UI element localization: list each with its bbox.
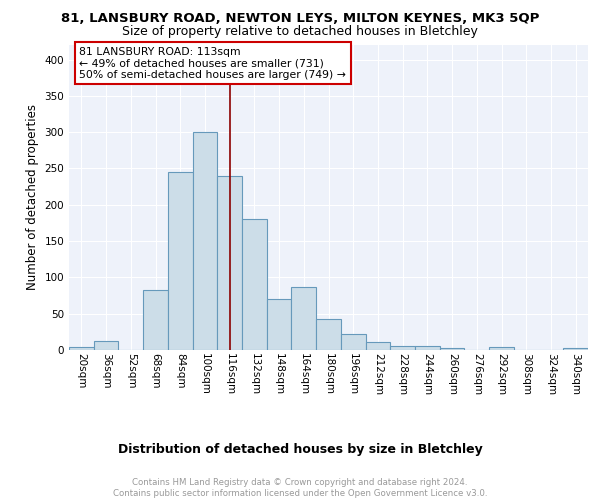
- Bar: [217, 176, 242, 350]
- Y-axis label: Number of detached properties: Number of detached properties: [26, 104, 39, 290]
- Bar: [563, 348, 588, 350]
- Text: 81 LANSBURY ROAD: 113sqm
← 49% of detached houses are smaller (731)
50% of semi-: 81 LANSBURY ROAD: 113sqm ← 49% of detach…: [79, 46, 346, 80]
- Bar: [94, 340, 118, 350]
- Bar: [267, 299, 292, 350]
- Text: Contains HM Land Registry data © Crown copyright and database right 2024.
Contai: Contains HM Land Registry data © Crown c…: [113, 478, 487, 498]
- Bar: [316, 319, 341, 350]
- Bar: [365, 342, 390, 350]
- Bar: [489, 347, 514, 350]
- Text: Size of property relative to detached houses in Bletchley: Size of property relative to detached ho…: [122, 25, 478, 38]
- Text: Distribution of detached houses by size in Bletchley: Distribution of detached houses by size …: [118, 442, 482, 456]
- Text: 81, LANSBURY ROAD, NEWTON LEYS, MILTON KEYNES, MK3 5QP: 81, LANSBURY ROAD, NEWTON LEYS, MILTON K…: [61, 12, 539, 26]
- Bar: [292, 287, 316, 350]
- Bar: [168, 172, 193, 350]
- Bar: [415, 346, 440, 350]
- Bar: [69, 347, 94, 350]
- Bar: [390, 346, 415, 350]
- Bar: [440, 348, 464, 350]
- Bar: [143, 290, 168, 350]
- Bar: [341, 334, 365, 350]
- Bar: [193, 132, 217, 350]
- Bar: [242, 220, 267, 350]
